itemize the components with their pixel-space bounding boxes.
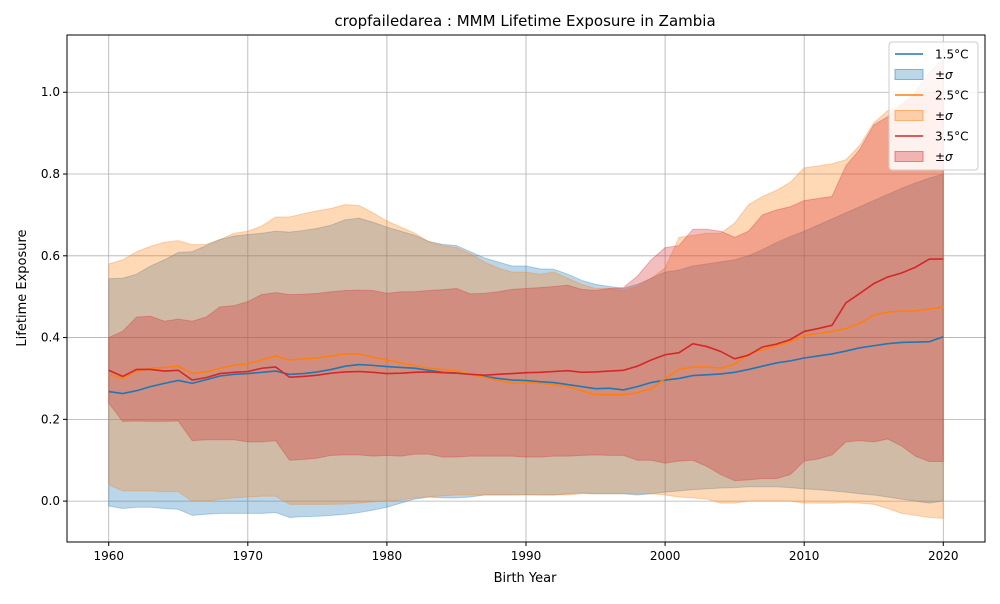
band-series-0 <box>108 173 944 518</box>
x-tick-label: 1960 <box>93 549 124 563</box>
band-series-1 <box>108 91 944 519</box>
y-tick-label: 0.0 <box>41 494 60 508</box>
legend-band-swatch <box>894 69 924 80</box>
x-tick-label: 1990 <box>511 549 542 563</box>
y-tick-label: 0.6 <box>41 249 60 263</box>
x-axis-ticks: 1960 1970 1980 1990 2000 2010 2020 <box>93 542 959 563</box>
y-tick-label: 0.8 <box>41 167 60 181</box>
legend-band-label: ±σ <box>935 150 953 164</box>
series-lines <box>108 258 944 396</box>
legend-band-label: ±σ <box>935 68 953 82</box>
legend-box <box>888 41 979 171</box>
legend-band-swatch <box>894 110 924 121</box>
legend: 1.5°C ±σ 2.5°C ±σ 3.5°C ±σ <box>888 41 979 171</box>
y-axis-ticks: 0.0 0.2 0.4 0.6 0.8 1.0 <box>41 85 67 508</box>
legend-label: 3.5°C <box>935 130 968 144</box>
x-axis-label: Birth Year <box>494 571 558 586</box>
x-tick-label: 2010 <box>789 549 820 563</box>
x-tick-label: 2020 <box>928 549 959 563</box>
legend-band-swatch <box>894 151 924 162</box>
line-series-1 <box>108 306 944 396</box>
y-tick-label: 0.4 <box>41 331 60 345</box>
y-axis-label: Lifetime Exposure <box>15 229 30 346</box>
chart-title: cropfailedarea : MMM Lifetime Exposure i… <box>334 12 715 30</box>
line-series-0 <box>108 335 944 395</box>
x-tick-label: 1970 <box>233 549 264 563</box>
line-series-2 <box>108 258 944 381</box>
legend-band-label: ±σ <box>935 109 953 123</box>
x-tick-label: 2000 <box>650 549 681 563</box>
y-tick-label: 1.0 <box>41 85 60 99</box>
x-tick-label: 1980 <box>372 549 403 563</box>
legend-label: 2.5°C <box>935 89 968 103</box>
legend-label: 1.5°C <box>935 48 968 62</box>
y-tick-label: 0.2 <box>41 412 60 426</box>
grid <box>67 35 985 542</box>
